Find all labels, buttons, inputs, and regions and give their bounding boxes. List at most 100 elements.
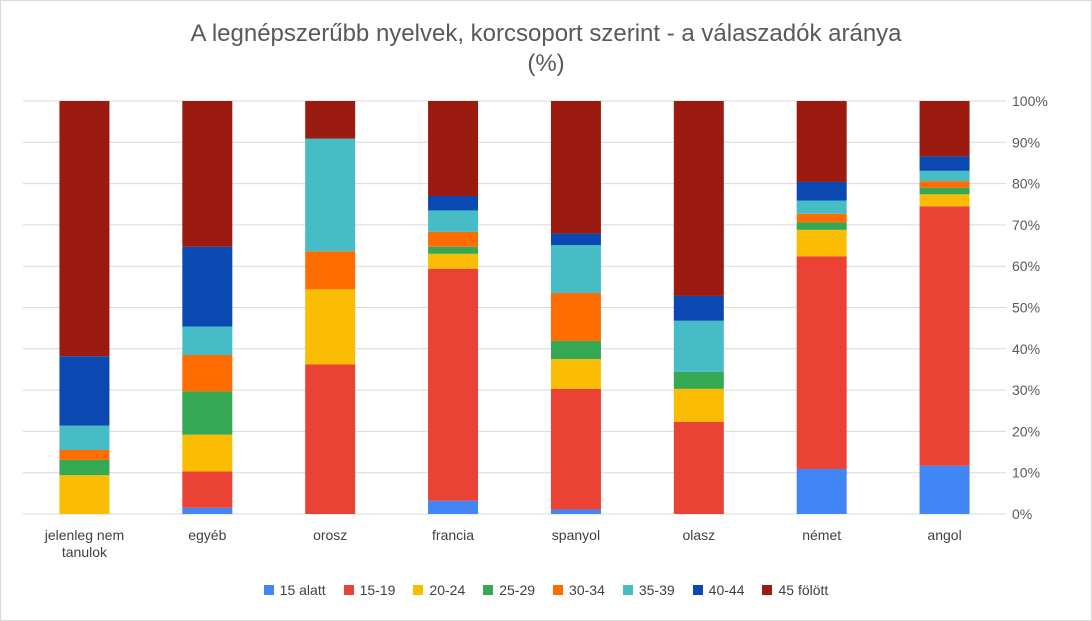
legend-item: 20-24 — [413, 582, 465, 598]
bar-segment — [796, 200, 847, 214]
bar-segment — [796, 213, 847, 223]
bar-segment — [428, 500, 479, 514]
bar-segment — [182, 434, 233, 472]
y-tick-label: 90% — [1012, 134, 1040, 150]
x-tick-label: orosz — [313, 527, 347, 543]
legend-swatch — [553, 585, 564, 595]
legend-swatch — [483, 585, 494, 595]
y-tick-label: 30% — [1012, 382, 1040, 398]
bar-segment — [919, 187, 970, 195]
bar-segment — [428, 210, 479, 232]
chart-title-unit: (%) — [527, 50, 565, 77]
y-tick-label: 0% — [1012, 506, 1032, 522]
legend-item: 45 fölött — [762, 582, 828, 598]
x-tick-label: francia — [432, 527, 474, 543]
y-tick-label: 10% — [1012, 465, 1040, 481]
bar-segment — [796, 101, 847, 182]
bar-segment — [550, 359, 601, 389]
bar-segment — [919, 156, 970, 171]
bar-segment — [182, 101, 233, 247]
bar-segment — [59, 356, 110, 426]
bar-segment — [59, 459, 110, 476]
bar-segment — [550, 245, 601, 294]
y-tick-label: 100% — [1012, 93, 1048, 109]
bar-segment — [182, 391, 233, 435]
bar-segment — [919, 206, 970, 466]
bar-segment — [796, 256, 847, 469]
x-tick-label: egyéb — [188, 527, 226, 543]
bar-segment — [919, 101, 970, 157]
legend: 15 alatt 15-19 20-24 25-29 30-34 35-39 40-44 45… — [0, 582, 1092, 598]
bar-segment — [182, 471, 233, 508]
bar-segment — [550, 233, 601, 246]
bar-segment — [673, 388, 724, 422]
bar-segment — [182, 246, 233, 327]
legend-item: 35-39 — [622, 582, 675, 598]
y-tick-label: 40% — [1012, 341, 1040, 357]
bar-segment — [305, 101, 356, 139]
bar-segment — [182, 507, 233, 514]
legend-item: 25-29 — [483, 582, 535, 598]
bar-segment — [59, 425, 110, 450]
bar-segment — [428, 195, 479, 211]
y-tick-label: 60% — [1012, 258, 1040, 274]
legend-item: 15-19 — [343, 582, 395, 598]
y-tick-label: 80% — [1012, 176, 1040, 192]
y-tick-label: 20% — [1012, 423, 1040, 439]
bar-segment — [428, 253, 479, 269]
bar-segment — [673, 295, 724, 321]
legend-label: 30-34 — [569, 582, 605, 598]
bar-segment — [182, 354, 233, 392]
bar-segment — [796, 222, 847, 230]
bar-segment — [673, 371, 724, 389]
x-tick-label: tanulok — [62, 544, 108, 560]
bar-segment — [305, 138, 356, 252]
legend-label: 15 alatt — [279, 582, 326, 598]
bar-segment — [550, 388, 601, 510]
legend-label: 25-29 — [499, 582, 536, 598]
legend-swatch — [413, 585, 424, 595]
legend-item: 40-44 — [692, 582, 745, 598]
bar-segment — [428, 231, 479, 247]
legend-label: 45 fölött — [778, 582, 829, 598]
bar-segment — [550, 101, 601, 234]
bar-segment — [550, 509, 601, 514]
bar-segment — [59, 449, 110, 460]
bar-segment — [796, 229, 847, 257]
bar-segment — [59, 475, 110, 514]
bar-segment — [182, 326, 233, 355]
legend-swatch — [343, 585, 354, 595]
bar-segment — [305, 251, 356, 290]
legend-label: 35-39 — [638, 582, 675, 598]
legend-label: 40-44 — [708, 582, 745, 598]
bar-segment — [428, 101, 479, 196]
legend-item: 15 alatt — [263, 582, 326, 598]
x-tick-label: spanyol — [552, 527, 600, 543]
legend-swatch — [762, 585, 773, 595]
y-tick-label: 70% — [1012, 217, 1040, 233]
bar-segment — [305, 364, 356, 514]
legend-swatch — [263, 585, 274, 595]
bar-segment — [919, 465, 970, 514]
legend-swatch — [622, 585, 633, 595]
bar-segment — [673, 320, 724, 372]
bar-segment — [305, 289, 356, 365]
bar-segment — [919, 194, 970, 207]
bar-segment — [550, 293, 601, 341]
y-tick-label: 50% — [1012, 300, 1040, 316]
x-tick-label: olasz — [682, 527, 715, 543]
bar-segment — [59, 101, 110, 357]
x-tick-label: német — [802, 527, 841, 543]
legend-swatch — [692, 585, 703, 595]
bar-segment — [673, 421, 724, 514]
bar-segment — [550, 340, 601, 360]
x-tick-label: jelenleg nem — [44, 527, 124, 543]
legend-label: 20-24 — [429, 582, 466, 598]
bar-segment — [919, 181, 970, 188]
bar-segment — [428, 246, 479, 254]
bar-segment — [919, 170, 970, 182]
bar-segment — [796, 181, 847, 201]
bar-segment — [673, 101, 724, 296]
bar-segment — [428, 268, 479, 501]
